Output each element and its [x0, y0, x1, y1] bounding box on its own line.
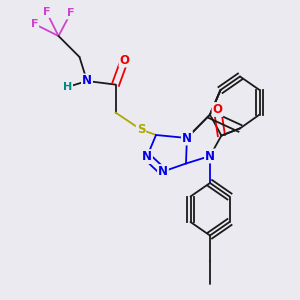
Text: F: F — [67, 8, 74, 19]
Text: F: F — [43, 7, 50, 17]
Text: O: O — [119, 53, 130, 67]
Text: N: N — [142, 150, 152, 163]
Text: F: F — [31, 19, 38, 29]
Text: N: N — [158, 165, 168, 178]
Text: H: H — [63, 82, 72, 92]
Text: N: N — [82, 74, 92, 88]
Text: S: S — [137, 123, 145, 136]
Text: N: N — [182, 131, 192, 145]
Text: O: O — [212, 103, 223, 116]
Text: N: N — [205, 149, 215, 163]
